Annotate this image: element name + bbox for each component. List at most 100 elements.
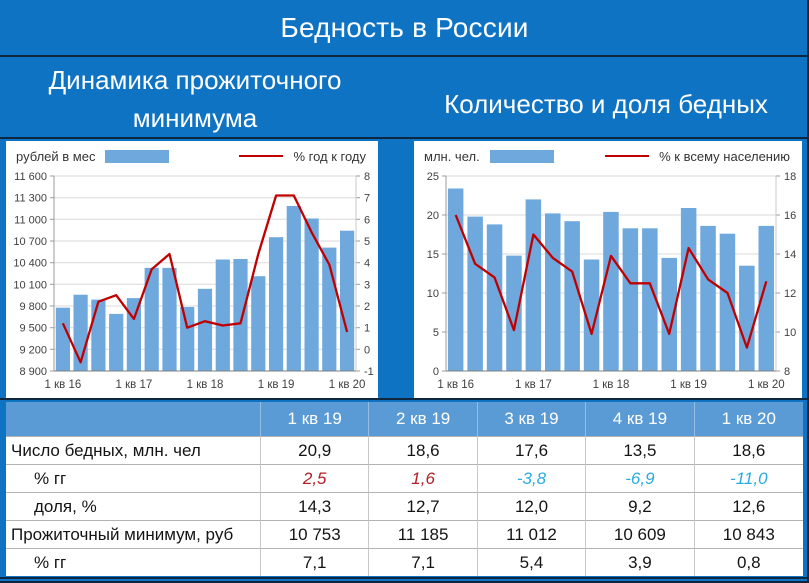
svg-text:11 300: 11 300: [14, 193, 47, 205]
table-cell: 10 753: [261, 520, 370, 548]
table-cell: 7,1: [261, 548, 370, 576]
frame-edge-bottom: [0, 581, 809, 583]
table-cell: 12,6: [694, 492, 803, 520]
svg-text:1 кв 20: 1 кв 20: [748, 379, 785, 391]
table-cell: 7,1: [369, 548, 478, 576]
svg-text:11 000: 11 000: [14, 214, 47, 226]
svg-text:1 кв 17: 1 кв 17: [116, 379, 153, 391]
chart-right-svg: 0 5 10 15 20 25 8 10 12 14 16 18 1 кв 16 1 кв 17 1 кв …: [427, 171, 797, 391]
table-cell: 12,0: [477, 492, 587, 520]
svg-text:1 кв 19: 1 кв 19: [258, 379, 295, 391]
table-cell: 13,5: [586, 436, 695, 464]
svg-text:25: 25: [427, 171, 439, 183]
line-legend-label: % год к году: [293, 148, 366, 164]
chart-right-legend: млн. чел. % к всему населению: [416, 144, 800, 168]
table-cell: 5,4: [477, 548, 587, 576]
chart-title-right: Количество и доля бедных: [444, 89, 768, 119]
table-row-label: Число бедных, млн. чел: [6, 436, 261, 464]
svg-text:12: 12: [784, 288, 796, 300]
svg-text:10 100: 10 100: [13, 279, 47, 291]
svg-text:1 кв 20: 1 кв 20: [329, 379, 366, 391]
svg-text:3: 3: [364, 279, 370, 291]
svg-text:1 кв 17: 1 кв 17: [515, 379, 552, 391]
svg-text:1 кв 19: 1 кв 19: [670, 379, 707, 391]
table-cell: -3,8: [477, 464, 587, 492]
svg-text:0: 0: [364, 344, 370, 356]
svg-text:9 200: 9 200: [19, 344, 47, 356]
svg-text:1 кв 16: 1 кв 16: [437, 379, 474, 391]
svg-text:1 кв 18: 1 кв 18: [187, 379, 224, 391]
table-cell: 11 012: [477, 520, 587, 548]
table-row-label: % гг: [6, 464, 261, 492]
table-corner-cell: [6, 402, 261, 436]
table-cell: -6,9: [586, 464, 695, 492]
chart-left-legend: рублей в мес % год к году: [8, 144, 376, 168]
svg-text:4: 4: [364, 258, 370, 270]
svg-text:0: 0: [433, 366, 439, 378]
svg-text:2: 2: [364, 301, 370, 313]
table-cell: 2,5: [261, 464, 370, 492]
svg-text:5: 5: [433, 327, 439, 339]
svg-text:10: 10: [427, 288, 439, 300]
svg-text:8: 8: [364, 171, 370, 183]
chart-panel-left: рублей в мес % год к году 8 900 9 200 9 50…: [6, 141, 378, 398]
table-cell: 20,9: [261, 436, 370, 464]
bar-legend-label: рублей в мес: [16, 148, 96, 164]
svg-text:7: 7: [364, 193, 370, 205]
table-cell: 11 185: [369, 520, 478, 548]
divider-under-title: [0, 55, 809, 57]
table-cell: 17,6: [477, 436, 587, 464]
svg-text:10 400: 10 400: [13, 258, 47, 270]
table-column-header: 3 кв 19: [477, 402, 587, 436]
bar-legend-swatch: [105, 149, 170, 163]
svg-text:15: 15: [427, 249, 439, 261]
svg-text:14: 14: [784, 249, 796, 261]
svg-text:1 кв 18: 1 кв 18: [593, 379, 630, 391]
table-row-label: % гг: [6, 548, 261, 576]
svg-text:5: 5: [364, 236, 370, 248]
table-row-label: доля, %: [6, 492, 261, 520]
line-legend-label: % к всему населению: [659, 148, 790, 164]
page-title: Бедность в России: [280, 11, 529, 43]
table-cell: 10 843: [694, 520, 803, 548]
table-row-label: Прожиточный минимум, руб: [6, 520, 261, 548]
divider-above-table: [0, 398, 809, 400]
svg-text:10 700: 10 700: [13, 236, 47, 248]
chart-title-left: Динамика прожиточного минимума: [48, 65, 342, 133]
divider-above-charts: [0, 137, 809, 139]
divider-below-table: [0, 577, 809, 579]
svg-text:16: 16: [784, 210, 796, 222]
table-cell: 18,6: [694, 436, 803, 464]
table-cell: 9,2: [586, 492, 695, 520]
svg-text:10: 10: [784, 327, 796, 339]
svg-text:1: 1: [364, 323, 370, 335]
svg-text:1 кв 16: 1 кв 16: [45, 379, 82, 391]
svg-text:6: 6: [364, 214, 370, 226]
table-cell: 3,9: [586, 548, 695, 576]
svg-text:-1: -1: [364, 366, 374, 378]
svg-text:18: 18: [784, 171, 796, 183]
table-cell: -11,0: [694, 464, 803, 492]
svg-text:8: 8: [784, 366, 790, 378]
table-column-header: 4 кв 19: [586, 402, 695, 436]
svg-text:20: 20: [427, 210, 439, 222]
table-cell: 10 609: [586, 520, 695, 548]
summary-table: 1 кв 19 2 кв 19 3 кв 19 4 кв 19 1 кв 20 Число…: [6, 402, 803, 576]
table-cell: 18,6: [369, 436, 478, 464]
table-cell: 12,7: [369, 492, 478, 520]
table-cell: 1,6: [369, 464, 478, 492]
line-legend-swatch: [239, 155, 284, 157]
table-column-header: 1 кв 20: [694, 402, 803, 436]
table-cell: 0,8: [694, 548, 803, 576]
frame-edge-right: [807, 0, 809, 583]
bar-legend-swatch: [489, 149, 554, 163]
svg-text:9 800: 9 800: [19, 301, 47, 313]
table-column-header: 1 кв 19: [261, 402, 370, 436]
svg-text:11 600: 11 600: [14, 171, 47, 183]
chart-panel-right: млн. чел. % к всему населению 0 5 10 15 20 25…: [414, 141, 802, 398]
bar-legend-label: млн. чел.: [424, 148, 480, 164]
table-cell: 14,3: [261, 492, 370, 520]
svg-text:8 900: 8 900: [19, 366, 47, 378]
line-legend-swatch: [605, 155, 650, 157]
